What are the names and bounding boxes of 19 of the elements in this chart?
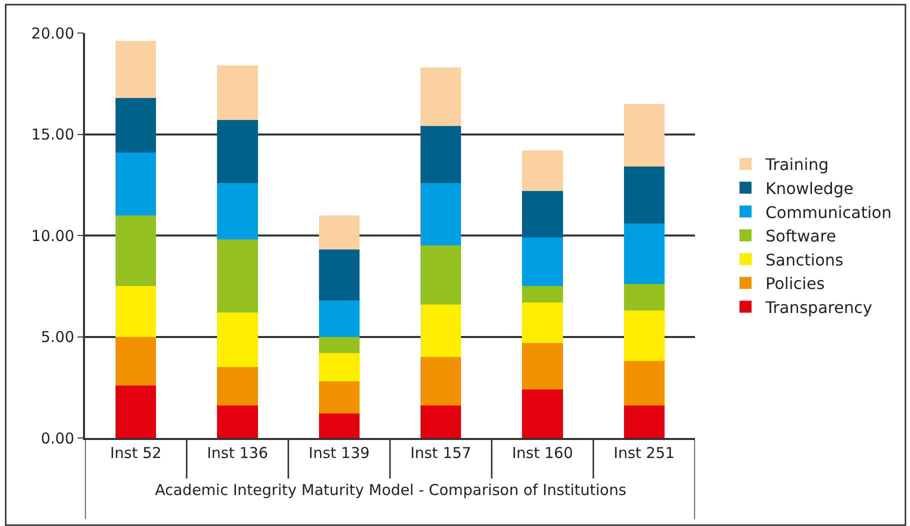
y-tick-label: 0.00 bbox=[40, 429, 74, 448]
x-tick-label: Inst 157 bbox=[410, 444, 472, 462]
legend-label: Sanctions bbox=[766, 250, 844, 270]
legend-label: Policies bbox=[766, 274, 825, 294]
x-tick-label: Inst 251 bbox=[614, 444, 675, 462]
y-tick-label: 15.00 bbox=[31, 126, 74, 144]
x-tick-label: Inst 160 bbox=[512, 444, 574, 462]
y-tick-label: 5.00 bbox=[40, 328, 74, 346]
legend-label: Software bbox=[766, 226, 836, 246]
legend-label: Communication bbox=[766, 202, 892, 222]
y-tick-label: 10.00 bbox=[31, 226, 74, 245]
legend-label: Knowledge bbox=[766, 178, 854, 198]
legend-label: Training bbox=[764, 155, 829, 174]
x-tick-label: Inst 52 bbox=[110, 444, 162, 462]
x-tick-label: Inst 139 bbox=[308, 444, 370, 462]
x-tick-label: Inst 136 bbox=[206, 444, 268, 462]
y-tick-label: 20.00 bbox=[31, 24, 74, 42]
x-axis-title: Academic Integrity Maturity Model - Comparison of Institutions bbox=[155, 481, 626, 499]
legend-label: Transparency bbox=[764, 298, 872, 317]
